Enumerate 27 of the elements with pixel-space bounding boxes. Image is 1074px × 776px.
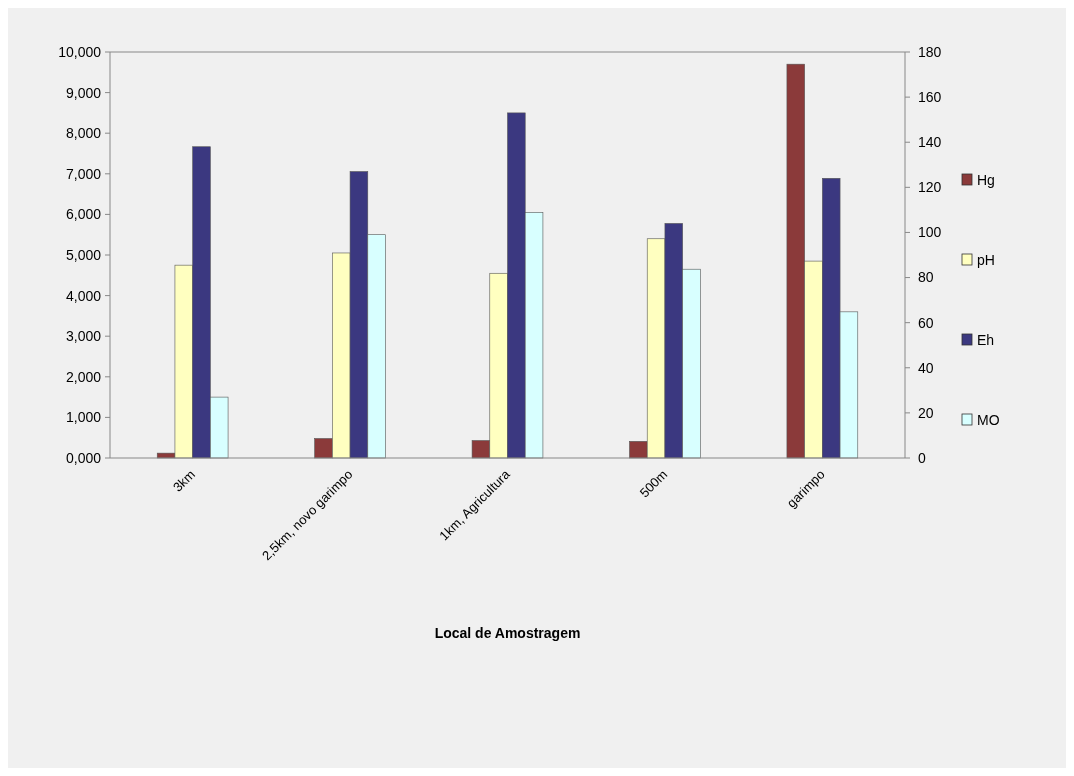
legend-label: pH [977, 251, 995, 268]
y2-tick-label: 40 [918, 359, 934, 376]
y-tick-label: 3,000 [65, 328, 102, 345]
y2-tick-label: 100 [918, 224, 942, 241]
y-tick-label: 1,000 [65, 409, 102, 426]
legend-label: Eh [977, 331, 995, 348]
y2-tick-label: 80 [918, 269, 934, 286]
y2-tick-label: 180 [918, 43, 942, 60]
y-tick-label: 0,000 [65, 449, 102, 466]
y2-tick-label: 20 [918, 404, 934, 421]
y-tick-label: 4,000 [65, 287, 102, 304]
x-tick-label: 3km [170, 466, 198, 495]
legend-label: MO [977, 411, 1000, 428]
y-tick-label: 9,000 [65, 84, 102, 101]
legend-label: Hg [977, 171, 995, 188]
x-axis-title: Local de Amostragem [434, 625, 581, 641]
y-tick-label: 5,000 [65, 246, 102, 263]
y2-tick-label: 160 [918, 89, 942, 106]
y-tick-label: 8,000 [65, 125, 102, 142]
y2-tick-label: 140 [918, 134, 942, 151]
y-tick-label: 6,000 [65, 206, 102, 223]
y2-tick-label: 0 [918, 449, 926, 466]
y2-tick-label: 60 [918, 314, 934, 331]
y-tick-label: 10,000 [58, 43, 102, 60]
y-tick-label: 7,000 [65, 165, 102, 182]
y2-tick-label: 120 [918, 179, 942, 196]
y-tick-label: 2,000 [65, 368, 102, 385]
